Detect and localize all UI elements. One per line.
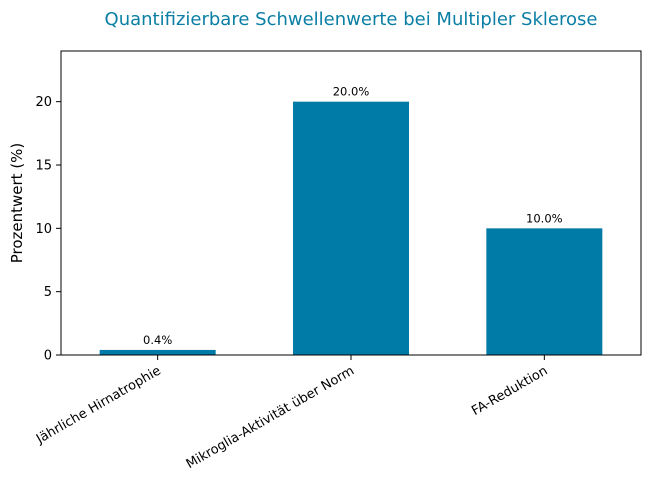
y-tick-label: 5 [44,285,52,300]
plot-frame [60,50,642,356]
data-label-1: 0.4% [143,333,172,347]
y-axis: 0 5 10 15 20 [35,95,61,364]
x-tick-label: FA-Reduktion [469,363,550,418]
chart-title: Quantifizierbare Schwellenwerte bei Mult… [105,9,598,30]
data-label-3: 10.0% [526,211,563,225]
y-tick-label: 10 [35,222,52,237]
y-tick-label: 20 [35,95,52,110]
bar-2 [293,101,409,356]
x-tick-label: Jährliche Hirnatrophie [33,363,164,447]
bar-1 [99,349,216,355]
bar-3 [486,228,603,355]
x-axis: Jährliche Hirnatrophie Mikroglia-Aktivitä… [33,355,550,472]
y-axis-label: Prozentwert (%) [8,143,26,264]
x-tick-label: Mikroglia-Aktivität über Norm [184,363,357,472]
y-tick-label: 0 [44,349,52,364]
bars-group: 0.4% 20.0% 10.0% [99,85,603,356]
y-tick-label: 15 [35,159,52,174]
data-label-2: 20.0% [333,85,370,99]
